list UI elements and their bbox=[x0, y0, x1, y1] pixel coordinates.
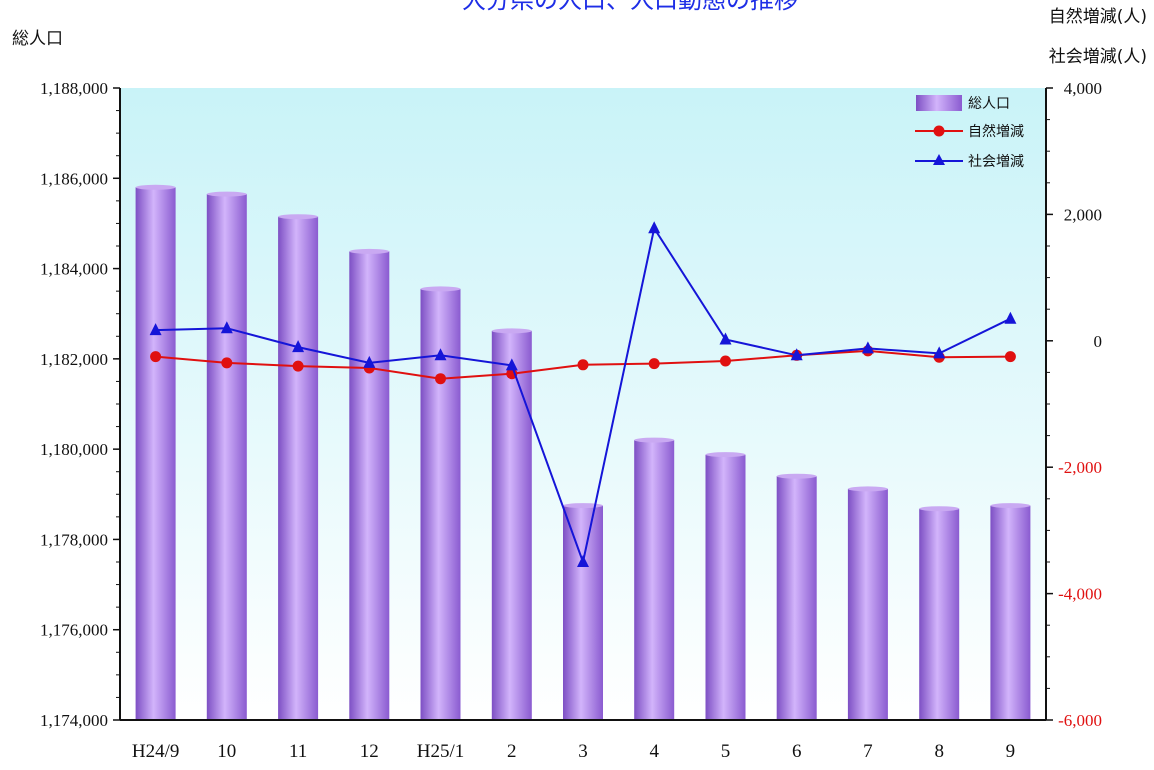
bar-8 bbox=[705, 454, 746, 720]
left-tick-label-6: 1,186,000 bbox=[40, 169, 108, 188]
bar-cap-9 bbox=[776, 473, 817, 479]
natural-point-2 bbox=[292, 360, 304, 372]
social-point-0 bbox=[149, 323, 162, 336]
natural-point-6 bbox=[577, 359, 589, 371]
social-point-2 bbox=[292, 340, 305, 353]
bar-12 bbox=[990, 505, 1031, 720]
bar-11 bbox=[919, 508, 960, 720]
left-tick-label-0: 1,174,000 bbox=[40, 711, 108, 730]
natural-point-12 bbox=[1004, 351, 1016, 363]
bar-3 bbox=[349, 251, 390, 720]
category-label-6: 3 bbox=[578, 741, 588, 762]
social-point-11 bbox=[933, 346, 946, 359]
social-point-4 bbox=[434, 348, 447, 361]
social-point-5 bbox=[505, 358, 518, 371]
bar-cap-2 bbox=[278, 214, 319, 220]
category-label-3: 12 bbox=[360, 741, 379, 762]
natural-point-0 bbox=[150, 351, 162, 363]
legend-natural-marker bbox=[933, 125, 945, 137]
category-label-11: 8 bbox=[934, 741, 944, 762]
bar-cap-8 bbox=[705, 452, 746, 458]
bar-cap-11 bbox=[919, 506, 960, 512]
lines-layer bbox=[149, 221, 1017, 567]
bar-5 bbox=[491, 330, 532, 720]
right-axis-title-natural: 自然増減(人) bbox=[1049, 7, 1147, 27]
bars-layer bbox=[135, 184, 1031, 721]
category-label-12: 9 bbox=[1006, 741, 1016, 762]
left-tick-label-1: 1,176,000 bbox=[40, 621, 108, 640]
social-point-8 bbox=[719, 332, 732, 345]
bar-9 bbox=[776, 476, 817, 720]
category-label-1: 10 bbox=[217, 741, 236, 762]
category-label-0: H24/9 bbox=[132, 741, 180, 762]
left-tick-label-2: 1,178,000 bbox=[40, 530, 108, 549]
bar-6 bbox=[563, 505, 603, 720]
bar-4 bbox=[420, 288, 461, 720]
social-point-3 bbox=[363, 355, 376, 368]
chart-title: 大分県の人口、人口動態の推移 bbox=[462, 0, 798, 14]
left-tick-label-5: 1,184,000 bbox=[40, 260, 108, 279]
right-tick-label-3: 0 bbox=[1094, 332, 1103, 351]
axes-layer: 1,174,000 1,176,000 1,178,000 1,180,000 1,18… bbox=[40, 79, 1102, 762]
legend-social-label: 社会増減 bbox=[968, 153, 1024, 170]
legend-natural-label: 自然増減 bbox=[968, 123, 1024, 140]
bar-10 bbox=[847, 488, 888, 720]
right-tick-label-2: -2,000 bbox=[1058, 458, 1102, 477]
social-point-6 bbox=[577, 555, 589, 567]
category-label-8: 5 bbox=[721, 741, 731, 762]
bar-cap-4 bbox=[420, 286, 461, 292]
legend-social-marker bbox=[933, 154, 945, 165]
right-tick-label-0: -6,000 bbox=[1058, 711, 1102, 730]
bar-cap-12 bbox=[990, 503, 1031, 509]
right-axis-title-social: 社会増減(人) bbox=[1049, 47, 1147, 67]
bar-cap-0 bbox=[135, 184, 176, 190]
category-label-4: H25/1 bbox=[417, 741, 465, 762]
right-tick-label-4: 2,000 bbox=[1064, 205, 1102, 224]
natural-point-8 bbox=[720, 355, 731, 367]
category-label-2: 11 bbox=[289, 741, 307, 762]
left-tick-label-7: 1,188,000 bbox=[40, 79, 108, 98]
bar-cap-7 bbox=[634, 437, 675, 443]
bar-cap-5 bbox=[491, 328, 532, 334]
right-tick-label-5: 4,000 bbox=[1064, 79, 1102, 98]
bar-cap-3 bbox=[349, 248, 390, 254]
social-point-9 bbox=[790, 348, 803, 361]
natural-point-1 bbox=[221, 357, 233, 369]
bar-cap-6 bbox=[563, 503, 603, 509]
social-point-1 bbox=[220, 321, 233, 334]
legend: 総人口 自然増減 社会増減 bbox=[915, 95, 1024, 170]
left-axis-title: 総人口 bbox=[12, 29, 63, 49]
right-tick-label-1: -4,000 bbox=[1058, 585, 1102, 604]
bar-0 bbox=[135, 187, 176, 721]
left-tick-label-4: 1,182,000 bbox=[40, 350, 108, 369]
category-label-9: 6 bbox=[792, 741, 802, 762]
category-label-10: 7 bbox=[863, 741, 873, 762]
social-point-10 bbox=[861, 341, 874, 354]
legend-bar-swatch bbox=[916, 95, 962, 111]
left-tick-label-3: 1,180,000 bbox=[40, 440, 108, 459]
social-point-7 bbox=[648, 221, 661, 234]
bar-cap-1 bbox=[206, 191, 247, 197]
bar-2 bbox=[278, 216, 319, 720]
category-label-5: 2 bbox=[507, 741, 517, 762]
legend-bar-label: 総人口 bbox=[968, 96, 1010, 112]
bar-cap-10 bbox=[847, 486, 888, 492]
category-label-7: 4 bbox=[649, 741, 659, 762]
natural-point-4 bbox=[435, 373, 446, 385]
bar-1 bbox=[206, 194, 247, 721]
bar-7 bbox=[634, 440, 675, 720]
natural-point-7 bbox=[648, 358, 660, 370]
social-point-12 bbox=[1004, 311, 1017, 324]
